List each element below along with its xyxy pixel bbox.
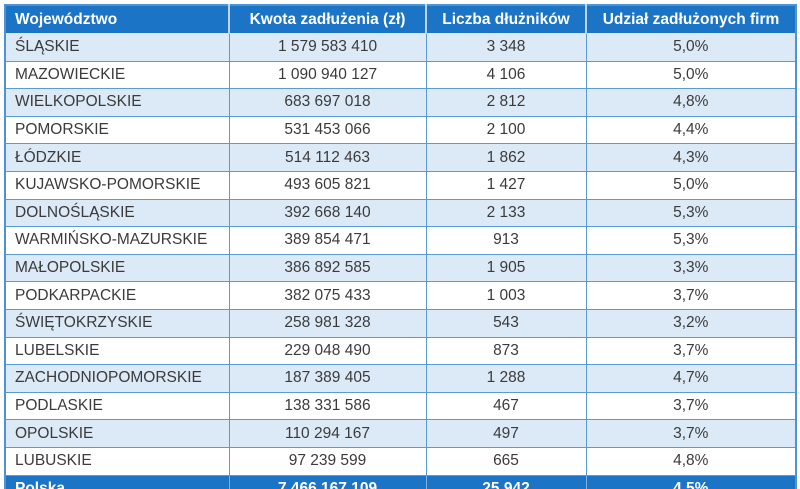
cell-share: 4,8%: [585, 88, 797, 117]
cell-amount: 1 090 940 127: [228, 60, 427, 90]
table-body: ŚLĄSKIE 1 579 583 410 3 348 5,0% MAZOWIECKIE…: [4, 33, 797, 476]
cell-voivodeship: ŁÓDZKIE: [4, 143, 230, 172]
cell-amount: 187 389 405: [228, 364, 427, 393]
cell-amount: 531 453 066: [228, 115, 427, 145]
cell-voivodeship: WARMIŃSKO-MAZURSKIE: [4, 226, 230, 255]
column-header-voivodeship: Województwo: [5, 5, 229, 34]
cell-share: 3,7%: [585, 336, 797, 366]
table-row: ZACHODNIOPOMORSKIE 187 389 405 1 288 4,7%: [4, 364, 797, 393]
cell-share: 4,3%: [585, 143, 797, 172]
cell-debtors: 1 905: [425, 253, 587, 283]
cell-voivodeship: KUJAWSKO-POMORSKIE: [4, 170, 230, 200]
cell-voivodeship: LUBELSKIE: [4, 336, 230, 366]
header-row: Województwo Kwota zadłużenia (zł) Liczba…: [5, 5, 796, 34]
cell-debtors: 1 427: [425, 170, 587, 200]
cell-amount: 386 892 585: [228, 253, 427, 283]
cell-debtors: 2 812: [425, 88, 587, 117]
cell-share: 3,3%: [585, 253, 797, 283]
cell-share: 3,7%: [585, 391, 797, 421]
voivodeship-debt-table: Województwo Kwota zadłużenia (zł) Liczba…: [4, 4, 797, 489]
table-row: POMORSKIE 531 453 066 2 100 4,4%: [4, 115, 797, 145]
cell-voivodeship: ZACHODNIOPOMORSKIE: [4, 364, 230, 393]
table-row: OPOLSKIE 110 294 167 497 3,7%: [4, 419, 797, 448]
cell-share: 5,3%: [585, 226, 797, 255]
cell-amount: 110 294 167: [228, 419, 427, 448]
cell-amount: 514 112 463: [228, 143, 427, 172]
total-row: Polska 7 466 167 109 25 942 4,5%: [5, 474, 796, 489]
column-header-debt-amount: Kwota zadłużenia (zł): [228, 5, 426, 34]
cell-debtors: 543: [425, 308, 587, 338]
cell-voivodeship: PODKARPACKIE: [4, 281, 230, 310]
cell-share: 5,0%: [585, 33, 797, 62]
cell-amount: 138 331 586: [228, 391, 427, 421]
table-row: MAŁOPOLSKIE 386 892 585 1 905 3,3%: [4, 253, 797, 283]
cell-amount: 389 854 471: [228, 226, 427, 255]
cell-voivodeship: LUBUSKIE: [4, 446, 230, 476]
cell-amount: 97 239 599: [228, 446, 427, 476]
cell-share: 4,7%: [585, 364, 797, 393]
cell-voivodeship: ŚLĄSKIE: [4, 33, 230, 62]
cell-debtors: 4 106: [425, 60, 587, 90]
cell-debtors: 913: [425, 226, 587, 255]
cell-debtors: 3 348: [425, 33, 587, 62]
cell-debtors: 873: [425, 336, 587, 366]
cell-debtors: 1 862: [425, 143, 587, 172]
cell-debtors: 1 003: [425, 281, 587, 310]
cell-share: 5,0%: [585, 170, 797, 200]
table-row: LUBUSKIE 97 239 599 665 4,8%: [4, 446, 797, 476]
cell-debtors: 497: [425, 419, 587, 448]
cell-debtors: 2 133: [425, 198, 587, 228]
total-debtors: 25 942: [425, 474, 586, 489]
column-header-debtor-count: Liczba dłużników: [425, 5, 586, 34]
cell-voivodeship: POMORSKIE: [4, 115, 230, 145]
cell-amount: 1 579 583 410: [228, 33, 427, 62]
cell-voivodeship: MAZOWIECKIE: [4, 60, 230, 90]
cell-share: 5,3%: [585, 198, 797, 228]
cell-amount: 258 981 328: [228, 308, 427, 338]
cell-voivodeship: MAŁOPOLSKIE: [4, 253, 230, 283]
cell-share: 3,7%: [585, 281, 797, 310]
cell-debtors: 2 100: [425, 115, 587, 145]
cell-voivodeship: PODLASKIE: [4, 391, 230, 421]
total-label: Polska: [5, 474, 229, 489]
total-amount: 7 466 167 109: [228, 474, 426, 489]
table-row: ŁÓDZKIE 514 112 463 1 862 4,3%: [4, 143, 797, 172]
table-row: MAZOWIECKIE 1 090 940 127 4 106 5,0%: [4, 60, 797, 90]
cell-voivodeship: OPOLSKIE: [4, 419, 230, 448]
column-header-indebted-firms-share: Udział zadłużonych firm: [585, 5, 796, 34]
cell-amount: 493 605 821: [228, 170, 427, 200]
cell-share: 4,4%: [585, 115, 797, 145]
cell-debtors: 467: [425, 391, 587, 421]
cell-amount: 229 048 490: [228, 336, 427, 366]
table-header: Województwo Kwota zadłużenia (zł) Liczba…: [5, 5, 796, 34]
cell-debtors: 1 288: [425, 364, 587, 393]
table-row: DOLNOŚLĄSKIE 392 668 140 2 133 5,3%: [4, 198, 797, 228]
cell-amount: 382 075 433: [228, 281, 427, 310]
table-row: WARMIŃSKO-MAZURSKIE 389 854 471 913 5,3%: [4, 226, 797, 255]
cell-voivodeship: DOLNOŚLĄSKIE: [4, 198, 230, 228]
cell-share: 4,8%: [585, 446, 797, 476]
table-footer: Polska 7 466 167 109 25 942 4,5%: [5, 474, 796, 489]
cell-voivodeship: WIELKOPOLSKIE: [4, 88, 230, 117]
table-row: PODLASKIE 138 331 586 467 3,7%: [4, 391, 797, 421]
cell-debtors: 665: [425, 446, 587, 476]
table-row: WIELKOPOLSKIE 683 697 018 2 812 4,8%: [4, 88, 797, 117]
cell-amount: 683 697 018: [228, 88, 427, 117]
table-row: PODKARPACKIE 382 075 433 1 003 3,7%: [4, 281, 797, 310]
table-row: ŚWIĘTOKRZYSKIE 258 981 328 543 3,2%: [4, 308, 797, 338]
cell-share: 3,7%: [585, 419, 797, 448]
total-share: 4,5%: [585, 474, 796, 489]
table-row: ŚLĄSKIE 1 579 583 410 3 348 5,0%: [4, 33, 797, 62]
table-row: LUBELSKIE 229 048 490 873 3,7%: [4, 336, 797, 366]
cell-amount: 392 668 140: [228, 198, 427, 228]
cell-voivodeship: ŚWIĘTOKRZYSKIE: [4, 308, 230, 338]
cell-share: 3,2%: [585, 308, 797, 338]
table-row: KUJAWSKO-POMORSKIE 493 605 821 1 427 5,0%: [4, 170, 797, 200]
cell-share: 5,0%: [585, 60, 797, 90]
